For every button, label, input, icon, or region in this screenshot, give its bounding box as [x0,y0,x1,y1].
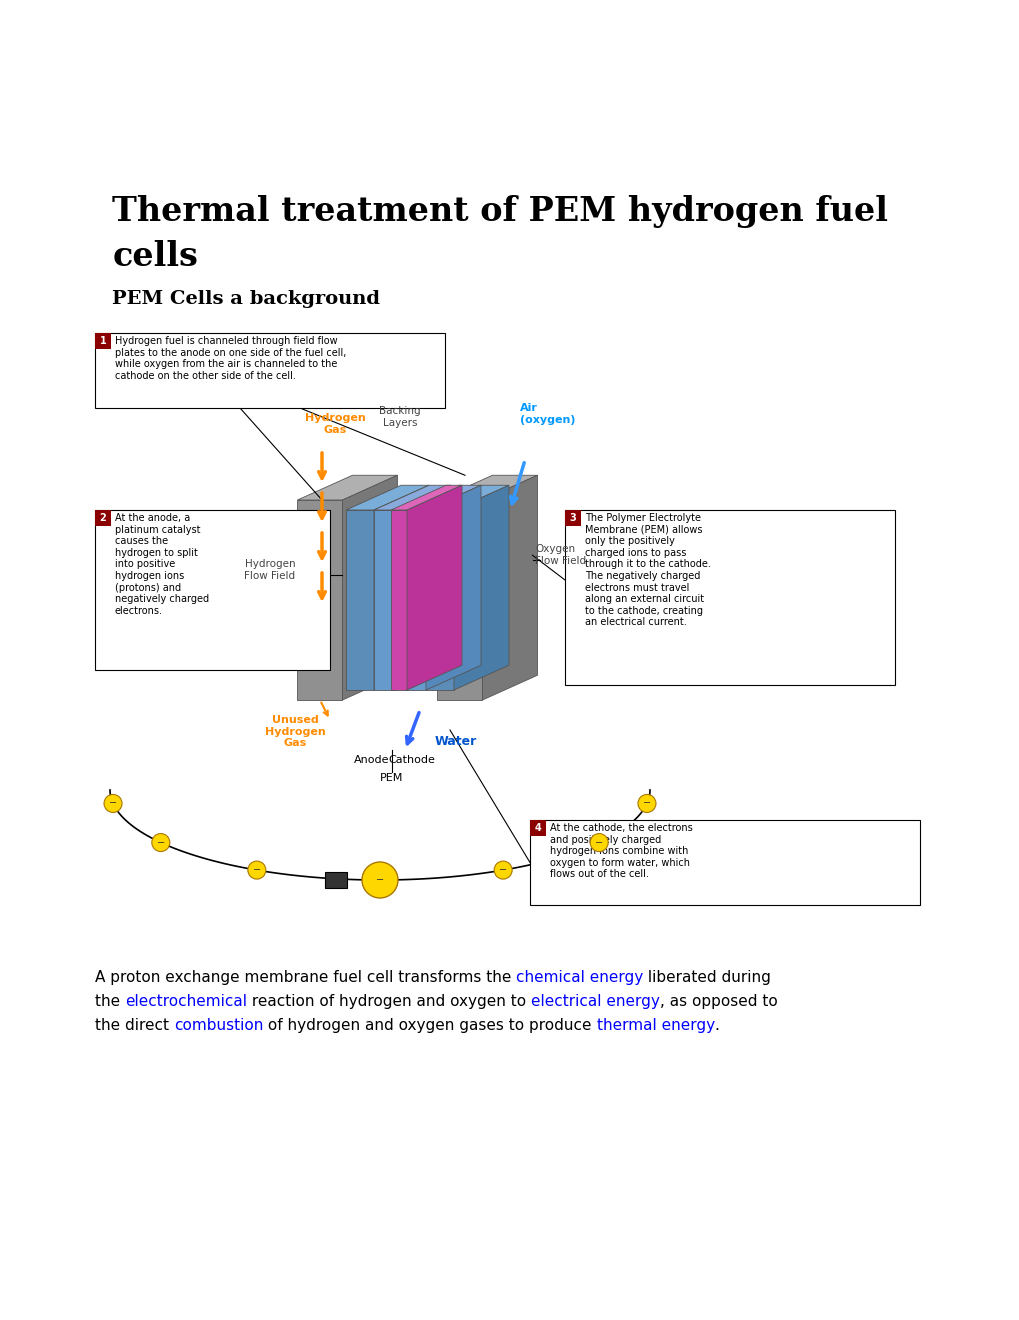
Circle shape [152,833,169,851]
Circle shape [371,871,388,888]
Text: −: − [376,875,384,884]
Text: PEM: PEM [380,774,404,783]
Bar [95,333,444,408]
Circle shape [637,795,655,812]
Text: Hydrogen
Flow Field: Hydrogen Flow Field [245,560,296,581]
Bar [95,510,111,525]
Polygon shape [374,486,429,690]
Polygon shape [395,486,450,690]
Circle shape [248,861,266,879]
Text: of hydrogen and oxygen gases to produce: of hydrogen and oxygen gases to produce [263,1018,596,1034]
Text: −: − [157,838,165,847]
Circle shape [590,833,607,851]
Polygon shape [426,510,453,690]
Text: At the anode, a
platinum catalyst
causes the
hydrogen to split
into positive
hyd: At the anode, a platinum catalyst causes… [115,513,209,616]
Text: Water: Water [434,735,477,748]
Text: A proton exchange membrane fuel cell transforms the: A proton exchange membrane fuel cell tra… [95,970,516,985]
Circle shape [493,861,512,879]
Bar [565,510,581,525]
Polygon shape [426,486,481,690]
Polygon shape [342,475,397,700]
Text: Air
(oxygen): Air (oxygen) [520,404,575,425]
Text: Cathode: Cathode [388,755,435,766]
Bar [565,510,894,685]
Text: electrical energy: electrical energy [531,994,659,1008]
Text: Hydrogen
Gas: Hydrogen Gas [305,413,365,436]
Text: liberated during: liberated during [643,970,770,985]
Text: The Polymer Electrolyte
Membrane (PEM) allows
only the positively
charged ions t: The Polymer Electrolyte Membrane (PEM) a… [585,513,710,627]
Polygon shape [407,486,462,690]
Text: thermal energy: thermal energy [596,1018,714,1034]
Polygon shape [345,510,374,690]
Polygon shape [390,510,407,690]
Circle shape [362,862,397,898]
Polygon shape [437,500,482,700]
Polygon shape [404,486,481,510]
Circle shape [104,795,122,812]
Bar [95,510,330,671]
Text: Thermal treatment of PEM hydrogen fuel: Thermal treatment of PEM hydrogen fuel [112,195,888,228]
Text: 3: 3 [569,513,576,523]
Text: .: . [714,1018,719,1034]
Bar [530,820,919,906]
Text: 2: 2 [100,513,106,523]
Text: Unused
Hydrogen
Gas: Unused Hydrogen Gas [264,715,325,748]
Text: Oxygen
Flow Field: Oxygen Flow Field [535,544,586,566]
Text: electrochemical: electrochemical [125,994,247,1008]
Polygon shape [298,500,342,700]
Bar [530,820,545,836]
Text: At the cathode, the electrons
and positively charged
hydrogen ions combine with
: At the cathode, the electrons and positi… [549,822,692,879]
Polygon shape [453,486,508,690]
Text: −: − [594,838,602,847]
Bar [95,333,111,348]
Polygon shape [437,475,537,500]
Polygon shape [426,486,508,510]
Text: Hydrogen fuel is channeled through field flow
plates to the anode on one side of: Hydrogen fuel is channeled through field… [115,337,346,380]
Text: −: − [109,799,117,808]
Text: −: − [642,799,650,808]
Polygon shape [390,486,462,510]
Bar [325,873,346,888]
Text: −: − [253,865,261,875]
Text: the: the [95,994,125,1008]
Text: Backing
Layers: Backing Layers [379,407,421,428]
Text: −: − [498,865,506,875]
Text: combustion: combustion [173,1018,263,1034]
Polygon shape [374,486,450,510]
Polygon shape [482,475,537,700]
Text: 1: 1 [100,337,106,346]
Text: chemical energy: chemical energy [516,970,643,985]
Text: PEM Cells a background: PEM Cells a background [112,290,380,308]
Text: 4: 4 [534,822,541,833]
Polygon shape [345,486,429,510]
Text: cells: cells [112,240,198,273]
Text: the direct: the direct [95,1018,173,1034]
Text: Anode: Anode [354,755,389,766]
Text: reaction of hydrogen and oxygen to: reaction of hydrogen and oxygen to [247,994,531,1008]
Polygon shape [404,510,426,690]
Polygon shape [298,475,397,500]
Text: , as opposed to: , as opposed to [659,994,776,1008]
Polygon shape [374,510,395,690]
